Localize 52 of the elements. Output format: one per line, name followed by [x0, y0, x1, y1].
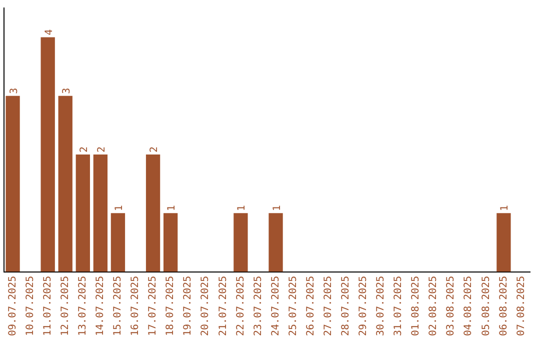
data-label: 1 [236, 205, 248, 212]
bar [234, 213, 248, 272]
x-tick-label: 03.08.2025 [446, 276, 457, 336]
x-tick-label: 30.07.2025 [376, 276, 387, 336]
data-label: 4 [44, 29, 55, 36]
x-tick-label: 07.08.2025 [516, 276, 527, 336]
bar [163, 213, 178, 272]
x-tick-label: 10.07.2025 [24, 276, 36, 336]
x-tick-label: 06.08.2025 [498, 276, 510, 336]
x-tick-label: 02.08.2025 [428, 276, 440, 336]
x-tick-label: 18.07.2025 [165, 276, 176, 336]
x-tick-label: 15.07.2025 [112, 276, 124, 336]
bar [76, 154, 90, 272]
x-tick-label: 28.07.2025 [340, 276, 352, 336]
bar [93, 154, 108, 272]
x-tick-label: 04.08.2025 [463, 276, 474, 336]
bar [146, 154, 160, 272]
x-tick-label: 11.07.2025 [42, 276, 54, 336]
x-tick-label: 24.07.2025 [270, 276, 282, 336]
x-tick-label: 19.07.2025 [182, 276, 194, 336]
x-tick-label: 25.07.2025 [288, 276, 299, 336]
data-label: 2 [96, 146, 108, 153]
data-label: 3 [61, 88, 72, 94]
x-tick-label: 01.08.2025 [410, 276, 422, 336]
data-label: 1 [500, 205, 511, 212]
data-label: 1 [166, 205, 178, 212]
bar [40, 37, 55, 272]
x-tick-label: 05.08.2025 [480, 276, 492, 336]
x-tick-label: 23.07.2025 [252, 276, 264, 336]
bar [268, 213, 283, 272]
data-label: 2 [78, 146, 90, 153]
data-label: 2 [149, 146, 160, 153]
x-tick-label: 13.07.2025 [77, 276, 88, 336]
x-tick-label: 21.07.2025 [218, 276, 229, 336]
x-tick-label: 20.07.2025 [200, 276, 212, 336]
x-tick-label: 27.07.2025 [322, 276, 334, 336]
x-tick-label: 31.07.2025 [393, 276, 404, 336]
bar [6, 96, 20, 272]
x-tick-label: 26.07.2025 [305, 276, 316, 336]
x-tick-label: 14.07.2025 [95, 276, 106, 336]
bar [110, 213, 126, 272]
x-tick-label: 22.07.2025 [235, 276, 246, 336]
x-tick-label: 17.07.2025 [148, 276, 159, 336]
data-label: 1 [114, 205, 125, 212]
x-tick-label: 29.07.2025 [358, 276, 370, 336]
bar [58, 96, 72, 272]
x-tick-label: 09.07.2025 [7, 276, 18, 336]
x-tick-label: 12.07.2025 [60, 276, 71, 336]
bar [496, 213, 511, 272]
x-tick-label: 16.07.2025 [130, 276, 142, 336]
data-label: 3 [8, 88, 20, 94]
data-label: 1 [272, 205, 283, 212]
